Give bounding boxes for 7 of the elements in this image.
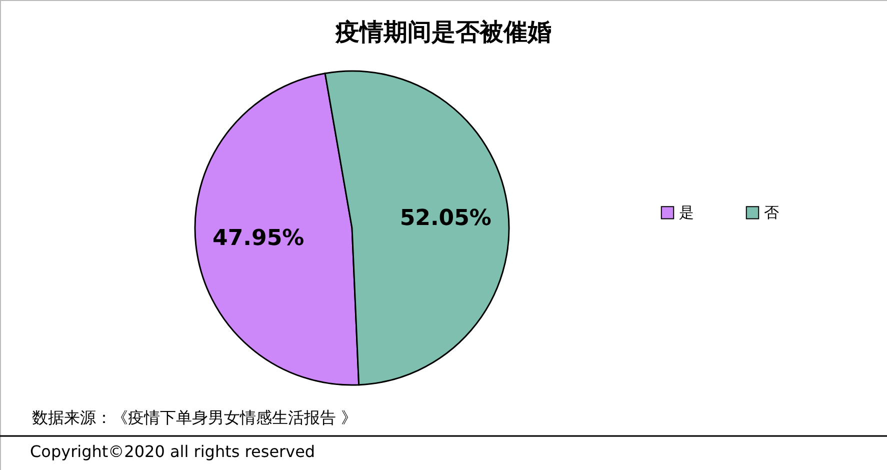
text: Copyright©2020 all rights reserved — [30, 442, 316, 461]
chart-title: 疫情期间是否被催婚 — [334, 18, 552, 46]
legend-label: 是 — [679, 204, 694, 222]
data-label: 47.95% — [212, 226, 304, 252]
data-label: 52.05% — [400, 206, 492, 231]
legend-label: 否 — [764, 204, 779, 222]
source-note: 数据来源：《疫情下单身男女情感生活报告 》 — [32, 408, 358, 427]
